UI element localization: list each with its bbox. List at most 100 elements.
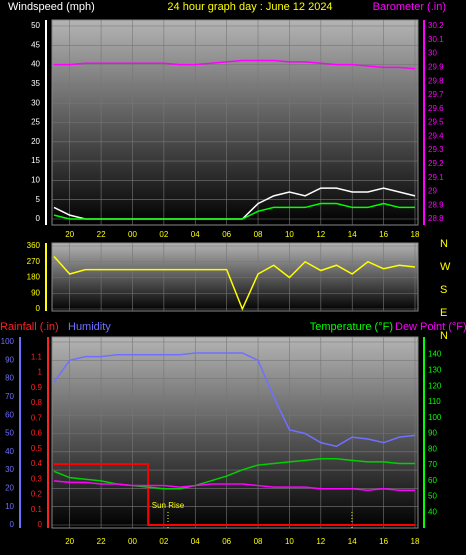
y-tick-label: 1.1 — [31, 352, 43, 361]
y-tick-label: 10 — [5, 502, 14, 511]
y-tick-label: 29.1 — [428, 173, 444, 182]
x-tick-label: 20 — [65, 230, 74, 239]
y-tick-label: 50 — [428, 492, 437, 501]
y-tick-label: 0.1 — [31, 505, 43, 514]
y-tick-label: 50 — [31, 21, 40, 30]
y-tick-label: 20 — [31, 137, 40, 146]
legend-rain: Rainfall (.in) — [0, 321, 59, 333]
y-tick-label: 60 — [428, 476, 437, 485]
y-tick-label: 29.8 — [428, 76, 444, 85]
y-tick-label: 5 — [36, 195, 41, 204]
y-tick-label: 1 — [38, 368, 43, 377]
series-line — [53, 202, 415, 220]
x-tick-label: 02 — [159, 230, 168, 239]
y-tick-label: 29.9 — [428, 62, 444, 71]
x-tick-label: 00 — [128, 230, 137, 239]
y-tick-label: 60 — [5, 410, 14, 419]
y-tick-label: 10 — [31, 176, 40, 185]
y-tick-label: 0.3 — [31, 474, 43, 483]
y-tick-label: 45 — [31, 40, 40, 49]
y2-axis-title: Barometer (.in) — [373, 1, 446, 13]
y-tick-label: 0.5 — [31, 444, 43, 453]
y-tick-label: 70 — [428, 460, 437, 469]
x-tick-label: 22 — [97, 537, 106, 546]
compass-label: E — [440, 307, 447, 319]
series-line — [53, 352, 416, 448]
series-line — [54, 59, 416, 70]
y-tick-label: 0 — [10, 520, 15, 529]
x-tick-label: 06 — [222, 537, 231, 546]
x-tick-label: 04 — [191, 230, 200, 239]
x-tick-label: 10 — [285, 537, 294, 546]
y-tick-label: 28.8 — [428, 214, 444, 223]
y-tick-label: 0.7 — [31, 413, 43, 422]
plot-area — [51, 336, 419, 529]
x-tick-label: 04 — [191, 537, 200, 546]
chart-title: 24 hour graph day : June 12 2024 — [167, 1, 332, 13]
series-line — [53, 255, 416, 311]
y-tick-label: 360 — [27, 241, 41, 250]
y-tick-label: 30 — [31, 98, 40, 107]
y-tick-label: 29.3 — [428, 145, 444, 154]
x-tick-label: 18 — [411, 537, 420, 546]
x-tick-label: 22 — [97, 230, 106, 239]
legend-temperature: Temperature (°F) — [310, 321, 393, 333]
x-tick-label: 20 — [65, 537, 74, 546]
x-tick-label: 14 — [348, 537, 357, 546]
y-tick-label: 29.6 — [428, 104, 444, 113]
y-tick-label: 29.5 — [428, 118, 444, 127]
y-tick-label: 130 — [428, 366, 442, 375]
y-tick-label: 29 — [428, 187, 437, 196]
y-tick-label: 30.1 — [428, 35, 444, 44]
series-line — [53, 480, 415, 492]
x-tick-label: 16 — [379, 537, 388, 546]
x-tick-label: 08 — [254, 537, 263, 546]
annotation: Sun Rise — [152, 501, 185, 510]
y-tick-label: 35 — [31, 79, 40, 88]
plot-area — [51, 242, 419, 312]
y-tick-label: 29.2 — [428, 159, 444, 168]
y-tick-label: 30 — [428, 49, 437, 58]
y-tick-label: 0 — [36, 304, 41, 313]
x-tick-label: 12 — [316, 230, 325, 239]
y-tick-label: 0 — [38, 520, 43, 529]
y-tick-label: 20 — [5, 484, 14, 493]
x-tick-label: 16 — [379, 230, 388, 239]
legend-humidity: Humidity — [68, 321, 111, 333]
x-tick-label: 10 — [285, 230, 294, 239]
y-tick-label: 0 — [36, 214, 41, 223]
y-tick-label: 30 — [5, 465, 14, 474]
y-tick-label: 70 — [5, 392, 14, 401]
y-tick-label: 28.9 — [428, 200, 444, 209]
y-tick-label: 80 — [428, 444, 437, 453]
compass-label: N — [440, 238, 448, 250]
y-tick-label: 80 — [5, 374, 14, 383]
y-tick-label: 0.2 — [31, 490, 43, 499]
y-tick-label: 180 — [27, 273, 41, 282]
y-tick-label: 30.2 — [428, 21, 444, 30]
y-tick-label: 0.8 — [31, 398, 43, 407]
x-tick-label: 08 — [254, 230, 263, 239]
y-tick-label: 270 — [27, 257, 41, 266]
y-tick-label: 40 — [428, 507, 437, 516]
y-tick-label: 29.4 — [428, 131, 444, 140]
x-tick-label: 00 — [128, 537, 137, 546]
compass-label: S — [440, 284, 447, 296]
y-tick-label: 120 — [428, 381, 442, 390]
legend-dew-point: Dew Point (°F) — [395, 321, 466, 333]
y-tick-label: 90 — [5, 355, 14, 364]
y-tick-label: 0.9 — [31, 383, 43, 392]
y-tick-label: 0.6 — [31, 429, 43, 438]
y-tick-label: 40 — [31, 60, 40, 69]
compass-label: W — [440, 261, 451, 273]
y-tick-label: 50 — [5, 429, 14, 438]
x-tick-label: 12 — [316, 537, 325, 546]
y-tick-label: 15 — [31, 156, 40, 165]
y-tick-label: 100 — [1, 337, 15, 346]
x-tick-label: 14 — [348, 230, 357, 239]
y-tick-label: 0.4 — [31, 459, 43, 468]
x-tick-label: 18 — [411, 230, 420, 239]
y-tick-label: 25 — [31, 118, 40, 127]
